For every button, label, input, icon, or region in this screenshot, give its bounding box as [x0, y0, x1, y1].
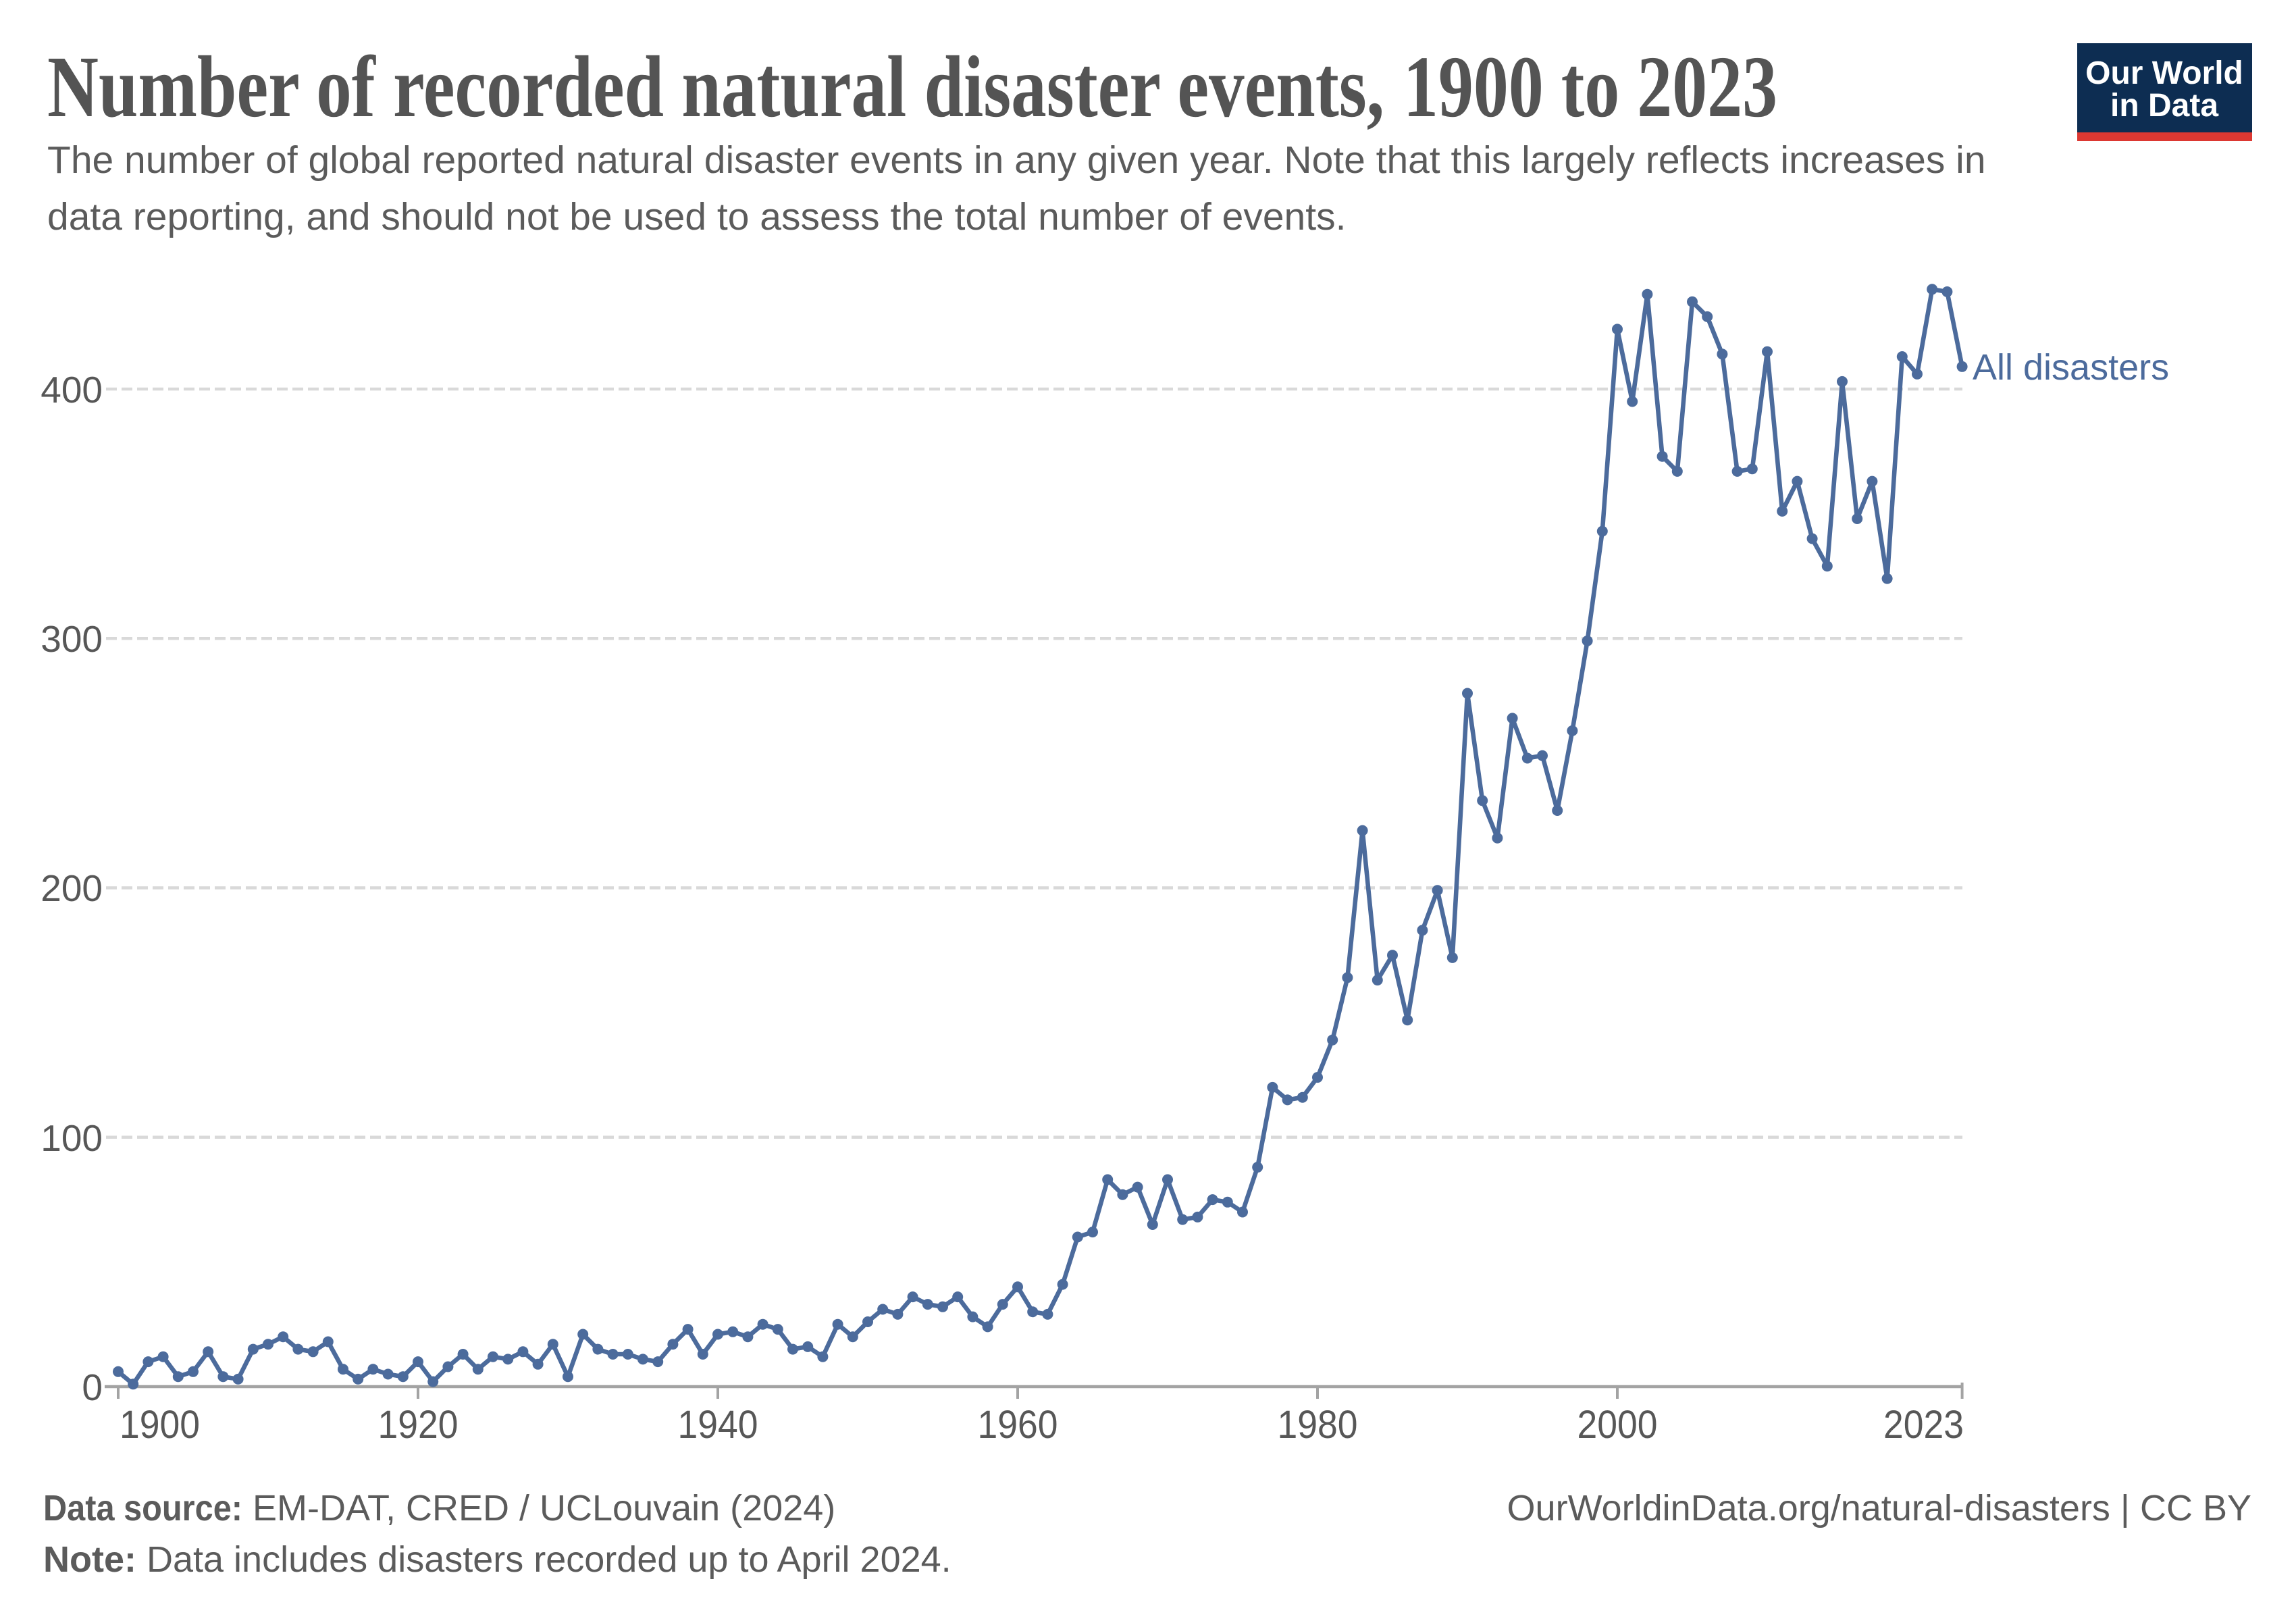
svg-text:1960: 1960 — [978, 1403, 1058, 1447]
svg-text:2000: 2000 — [1577, 1403, 1658, 1447]
svg-text:400: 400 — [41, 369, 103, 411]
svg-text:in Data: in Data — [2110, 88, 2218, 124]
svg-text:1980: 1980 — [1278, 1403, 1358, 1447]
svg-text:Data source: EM-DAT, CRED / UC: Data source: EM-DAT, CRED / UCLouvain (2… — [43, 1488, 835, 1528]
svg-text:OurWorldinData.org/natural-dis: OurWorldinData.org/natural-disasters | C… — [1507, 1488, 2251, 1528]
svg-text:0: 0 — [82, 1366, 103, 1408]
svg-text:1900: 1900 — [120, 1403, 200, 1447]
svg-text:200: 200 — [41, 867, 103, 909]
svg-text:The number of global reported: The number of global reported natural di… — [47, 138, 1986, 182]
svg-text:Our World: Our World — [2085, 55, 2243, 91]
svg-text:1940: 1940 — [678, 1403, 758, 1447]
svg-text:Number of recorded natural dis: Number of recorded natural disaster even… — [47, 38, 1384, 136]
svg-text:100: 100 — [41, 1117, 103, 1159]
svg-text:1900 to 2023: 1900 to 2023 — [1403, 38, 1777, 136]
svg-text:1920: 1920 — [378, 1403, 459, 1447]
svg-text:2023: 2023 — [1883, 1403, 1964, 1447]
svg-text:data reporting, and should not: data reporting, and should not be used t… — [47, 195, 1346, 238]
svg-text:Note: Data includes disasters: Note: Data includes disasters recorded u… — [43, 1539, 951, 1580]
svg-text:300: 300 — [41, 618, 103, 660]
svg-text:All disasters: All disasters — [1973, 347, 2169, 388]
